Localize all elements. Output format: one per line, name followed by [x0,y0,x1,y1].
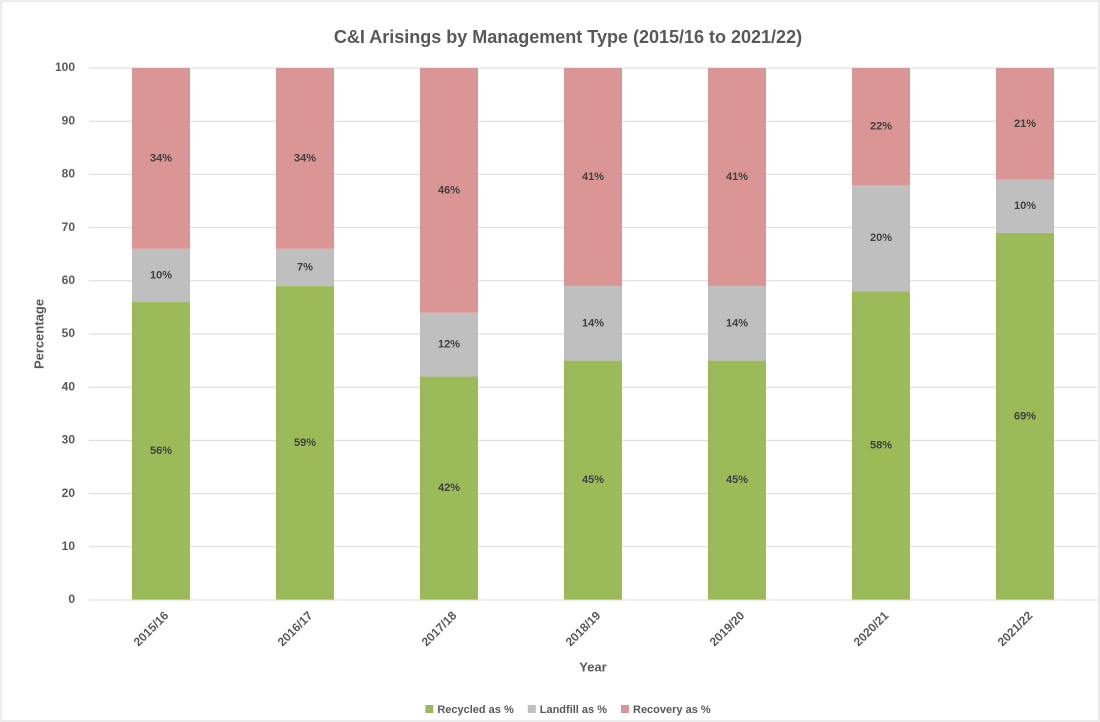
bar-segment [996,179,1054,233]
data-label: 69% [1014,410,1036,422]
bar-segment [708,286,766,361]
y-tick-label: 40 [62,379,76,393]
bar-segment [996,232,1054,601]
data-label: 34% [150,152,172,164]
data-label: 10% [150,269,172,281]
bar-segment [420,376,478,600]
y-tick-label: 20 [62,486,76,500]
data-label: 14% [726,317,748,329]
data-label: 20% [870,232,892,244]
data-label: 56% [150,445,172,457]
data-label: 12% [438,339,460,351]
data-label: 22% [870,120,892,132]
y-tick-label: 70 [62,220,76,234]
y-tick-label: 90 [62,113,76,127]
data-label: 41% [726,171,748,183]
data-label: 45% [726,474,748,486]
data-label: 7% [297,261,313,273]
bar-segment [420,68,478,313]
y-tick-label: 60 [62,273,76,287]
bar-segment [132,68,190,249]
data-label: 21% [1014,118,1036,130]
bar-segment [132,302,190,600]
legend-swatch [425,705,434,713]
bar-segment [276,286,334,600]
data-label: 46% [438,184,460,196]
bar-segment [420,312,478,377]
data-label: 34% [294,152,316,164]
x-axis-title: Year [579,659,606,674]
bar-segment [132,248,190,303]
y-axis-title: Percentage [31,299,46,369]
y-tick-label: 100 [55,60,75,74]
legend-label: Recycled as % [437,704,514,716]
y-tick-label: 10 [62,539,76,553]
bar-segment [564,360,622,600]
bar-segment [564,286,622,361]
data-label: 45% [582,474,604,486]
data-label: 10% [1014,200,1036,212]
bar-segment [276,248,334,287]
y-tick-label: 30 [62,433,76,447]
y-tick-label: 80 [62,167,76,181]
legend-swatch [621,705,630,713]
y-tick-label: 0 [68,592,75,606]
data-label: 59% [294,437,316,449]
bar-segment [852,185,910,292]
bar-segment [996,68,1054,180]
bar-segment [276,68,334,249]
chart-title: C&I Arisings by Management Type (2015/16… [334,27,802,47]
legend-label: Recovery as % [633,704,711,716]
bar-segment [708,360,766,600]
data-label: 42% [438,482,460,494]
data-label: 58% [870,440,892,452]
bar-segment [852,291,910,600]
data-label: 14% [582,317,604,329]
y-tick-label: 50 [62,326,76,340]
data-label: 41% [582,171,604,183]
bar-segment [564,68,622,287]
bar-segment [708,68,766,287]
bar-segment [852,68,910,186]
legend-swatch [527,705,536,713]
legend-label: Landfill as % [540,704,607,716]
